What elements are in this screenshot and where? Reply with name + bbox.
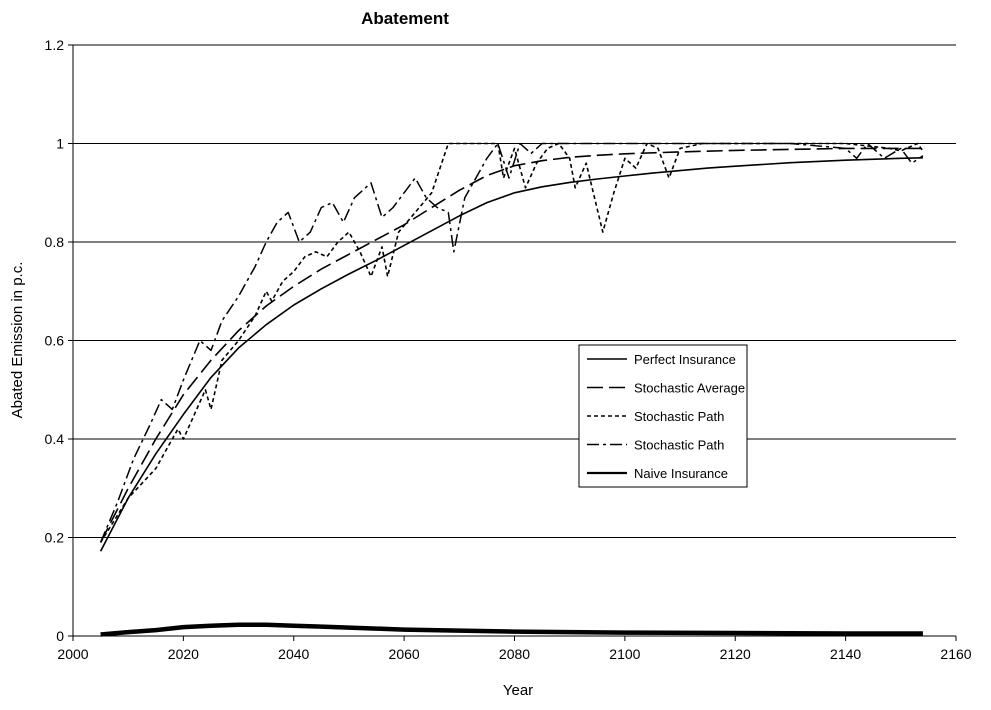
x-tick-label: 2140 — [830, 646, 861, 662]
x-tick-label: 2020 — [168, 646, 199, 662]
y-axis-ticks: 0 0.2 0.4 0.6 0.8 1 1.2 — [45, 37, 73, 644]
legend-label: Naive Insurance — [634, 466, 728, 481]
x-axis-title: Year — [503, 682, 533, 699]
y-tick-label: 0.2 — [45, 530, 65, 546]
series-line-4 — [99, 142, 924, 543]
chart-title: Abatement — [361, 9, 449, 28]
x-tick-label: 2080 — [499, 646, 530, 662]
legend-label: Stochastic Path — [634, 438, 724, 453]
series-line-1 — [99, 157, 923, 552]
x-tick-label: 2040 — [278, 646, 309, 662]
horizontal-gridlines — [73, 44, 956, 538]
y-tick-label: 1 — [56, 136, 64, 152]
x-tick-label: 2000 — [57, 646, 88, 662]
series-line-5 — [100, 622, 923, 637]
legend-label: Stochastic Average — [634, 381, 745, 396]
legend: Perfect Insurance Stochastic Average Stoch… — [578, 344, 748, 488]
x-tick-label: 2060 — [389, 646, 420, 662]
x-tick-label: 2160 — [940, 646, 971, 662]
series-lines — [99, 142, 924, 637]
series-line-3 — [99, 142, 924, 543]
y-axis-title: Abated Emission in p.c. — [9, 262, 26, 419]
series-line-2 — [99, 147, 923, 543]
legend-label: Stochastic Path — [634, 409, 724, 424]
legend-box — [578, 344, 748, 488]
y-tick-label: 1.2 — [45, 37, 65, 53]
y-tick-label: 0.4 — [45, 431, 65, 447]
y-tick-label: 0.6 — [45, 333, 65, 349]
x-axis-ticks: 2000 2020 2040 2060 2080 2100 2120 2140 2160 — [57, 636, 972, 662]
y-tick-label: 0 — [56, 628, 64, 644]
y-tick-label: 0.8 — [45, 234, 65, 250]
x-tick-label: 2120 — [720, 646, 751, 662]
x-tick-label: 2100 — [609, 646, 640, 662]
legend-label: Perfect Insurance — [634, 352, 736, 367]
